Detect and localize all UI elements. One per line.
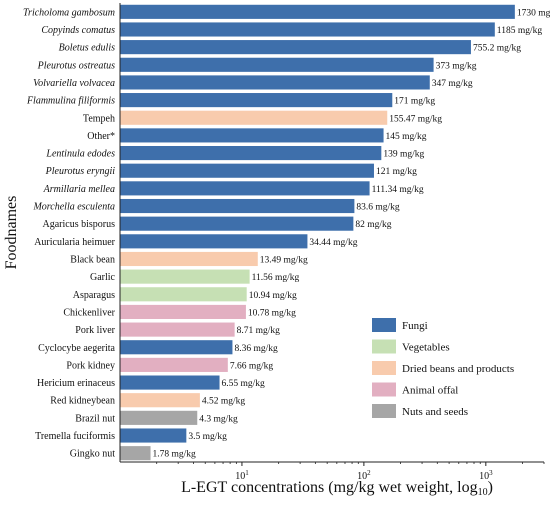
data-label: 121 mg/kg [376,167,417,177]
category-label: Pleurotus ostreatus [37,60,115,71]
category-label: Brazil nut [75,413,115,424]
bar [120,357,228,372]
category-label: Boletus edulis [59,43,115,54]
data-label: 7.66 mg/kg [230,361,274,371]
data-label: 171 mg/kg [394,97,435,107]
category-label: Pork kidney [66,360,115,371]
bar [120,128,384,143]
category-label: Gingko nut [70,449,116,460]
bar [120,93,393,108]
category-label: Pork liver [75,325,115,336]
legend-swatch [372,404,396,418]
bar [120,75,430,90]
category-label: Volvariella volvacea [33,78,115,89]
category-label: Flammulina filiformis [26,96,115,107]
bar [120,251,258,267]
x-tick-label: 101 [235,469,249,482]
legend-swatch [372,339,396,354]
x-tick-label: 103 [479,469,493,482]
data-label: 347 mg/kg [432,79,473,89]
y-axis-title: Foodnames [3,196,20,270]
bar [120,198,355,214]
category-label: Lentinula edodes [45,149,115,160]
legend-swatch [372,382,396,397]
bar [120,57,434,72]
data-label: 8.36 mg/kg [234,344,278,354]
bar [120,428,187,443]
legend-swatch [372,361,396,375]
axes-layer: 101 102 103 [119,3,545,482]
bar [120,269,250,284]
legend-label: Fungi [402,320,428,332]
bar [120,216,354,231]
data-label: 1730 mg/kg [517,8,550,18]
legend-label: Nuts and seeds [402,406,468,418]
category-label: Asparagus [73,290,115,301]
category-label: Tempeh [83,113,115,124]
bar [120,446,151,461]
category-label: Tremella fuciformis [35,431,115,442]
category-label: Tricholoma gambosum [23,7,115,18]
bar [120,304,246,319]
data-label: 1.78 mg/kg [153,450,197,460]
data-label: 13.49 mg/kg [260,255,308,265]
category-label: Red kidneybean [50,396,115,407]
data-label: 4.3 mg/kg [199,414,238,424]
bar [120,410,198,425]
category-label: Cyclocybe aegerita [38,343,115,354]
x-axis-title: L-EGT concentrations (mg/kg wet weight, … [181,479,493,498]
data-label: 155.47 mg/kg [389,114,442,124]
data-label: 3.5 mg/kg [188,432,227,442]
data-label: 139 mg/kg [383,150,424,160]
bar [120,4,515,19]
category-label: Pleurotus eryngii [45,166,116,177]
bar [120,234,308,249]
legend-label: Vegetables [402,342,450,354]
bar [120,146,382,161]
category-label: Garlic [90,272,116,283]
bar [120,22,495,37]
category-label: Agaricus bisporus [43,219,116,230]
data-label: 373 mg/kg [436,61,477,71]
data-label: 1185 mg/kg [497,26,543,36]
data-label: 34.44 mg/kg [309,238,357,248]
bar [120,375,220,390]
data-label: 6.55 mg/kg [222,379,266,389]
category-label: Auricularia heimuer [34,237,115,248]
x-tick-label: 102 [357,469,371,482]
category-label: Hericium erinaceus [37,378,115,389]
category-label: Chickenliver [63,307,115,318]
bar [120,322,235,337]
bars-layer: Tricholoma gambosum 1730 mg/kg Copyinds co… [23,4,550,461]
bar [120,340,233,355]
bar [120,393,200,408]
category-label: Morchella esculenta [32,202,115,213]
data-label: 83.6 mg/kg [356,203,400,213]
bar [120,181,370,196]
category-label: Armillaria mellea [43,184,115,195]
legend-swatch [372,318,396,332]
category-label: Copyinds comatus [41,25,115,36]
legend: Fungi Vegetables Dried beans and products A… [372,318,514,418]
data-label: 82 mg/kg [355,220,391,230]
data-label: 4.52 mg/kg [202,397,246,407]
bar [120,110,388,125]
bar [120,163,374,178]
legend-label: Dried beans and products [402,363,514,375]
data-label: 111.34 mg/kg [372,185,424,195]
data-label: 10.78 mg/kg [248,308,296,318]
bar [120,40,471,55]
data-label: 755.2 mg/kg [473,44,521,54]
category-label: Black bean [70,254,115,265]
bar [120,287,247,302]
data-label: 10.94 mg/kg [249,291,297,301]
legend-label: Animal offal [402,385,458,397]
data-label: 8.71 mg/kg [237,326,281,336]
category-label: Other* [87,131,115,142]
data-label: 145 mg/kg [386,132,427,142]
data-label: 11.56 mg/kg [252,273,300,283]
